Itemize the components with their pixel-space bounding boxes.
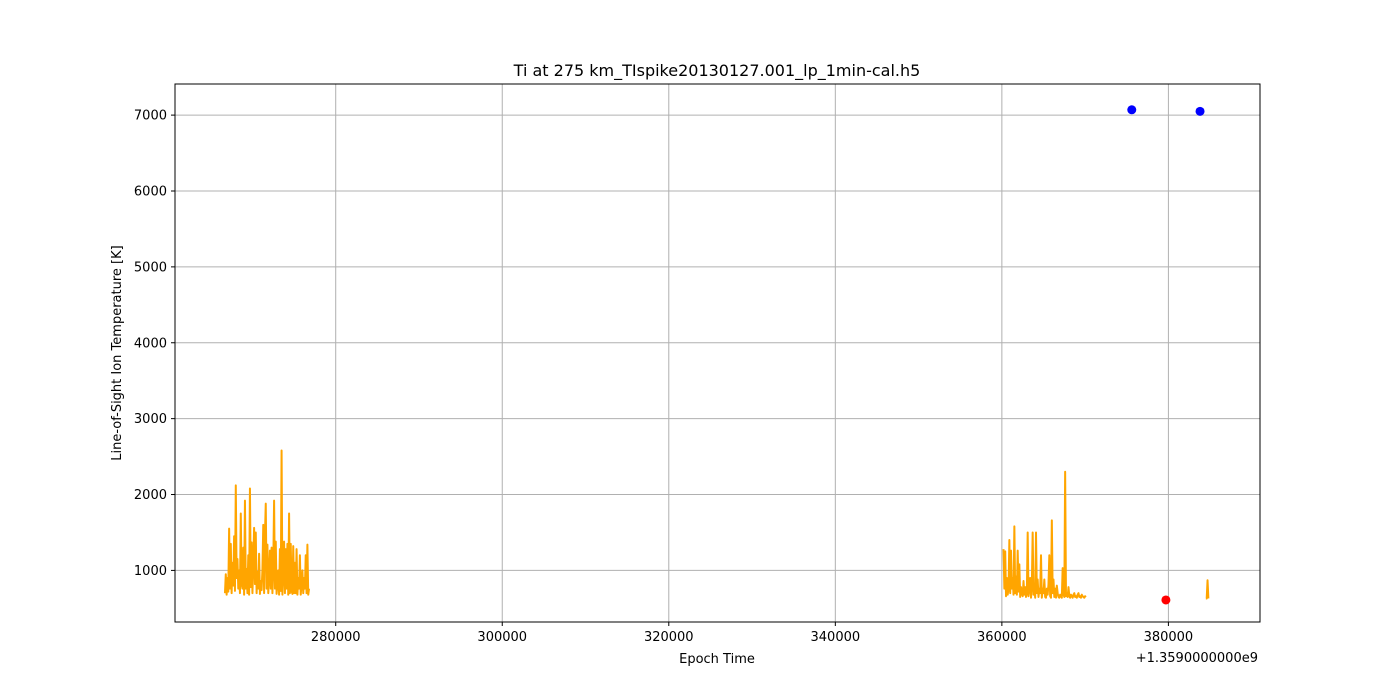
grid-layer xyxy=(175,84,1260,622)
tick-layer: 280000 300000 320000 340000 360000 380000 1000… xyxy=(134,109,1193,645)
x-tick-label: 360000 xyxy=(977,630,1027,645)
y-tick-label: 5000 xyxy=(134,260,167,275)
x-tick-label: 340000 xyxy=(811,630,861,645)
x-offset-text: +1.3590000000e9 xyxy=(1136,651,1258,666)
data-layer xyxy=(223,105,1210,605)
y-tick-label: 3000 xyxy=(134,412,167,427)
x-axis-label: Epoch Time xyxy=(679,652,755,667)
scatter-point xyxy=(1195,106,1205,116)
scatter-point xyxy=(1127,105,1137,115)
x-tick-label: 300000 xyxy=(477,630,527,645)
x-tick-label: 380000 xyxy=(1144,630,1194,645)
x-tick-label: 280000 xyxy=(311,630,361,645)
y-tick-label: 4000 xyxy=(134,336,167,351)
temperature-line-segment-0 xyxy=(223,449,311,596)
chart-title: Ti at 275 km_TIspike20130127.001_lp_1min… xyxy=(513,61,921,81)
y-tick-label: 6000 xyxy=(134,184,167,199)
plot-frame xyxy=(174,83,1261,623)
y-axis-label: Line-of-Sight Ion Temperature [K] xyxy=(110,245,125,460)
scatter-point xyxy=(1161,595,1171,605)
temperature-line-segment-1 xyxy=(1002,470,1087,599)
y-tick-label: 1000 xyxy=(134,564,167,579)
y-tick-label: 7000 xyxy=(134,109,167,124)
x-tick-label: 320000 xyxy=(644,630,694,645)
temperature-line-segment-2 xyxy=(1205,579,1210,600)
y-tick-label: 2000 xyxy=(134,488,167,503)
